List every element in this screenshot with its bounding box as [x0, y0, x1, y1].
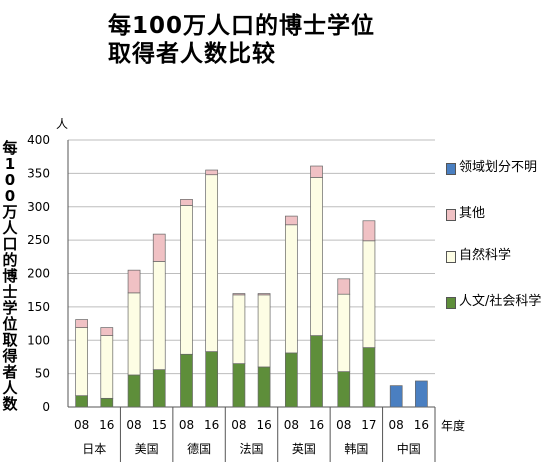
bar-segment: [337, 293, 351, 372]
y-tick-label: 200: [27, 267, 50, 281]
bar-segment: [337, 278, 351, 295]
y-tick-label: 50: [35, 367, 50, 381]
bar-segment: [75, 395, 88, 408]
x-tick-label: 15: [152, 418, 167, 432]
bar-segment: [232, 363, 246, 408]
bar-segment: [310, 177, 323, 336]
bar-segment: [152, 233, 166, 262]
bar-segment: [284, 352, 298, 408]
bar-segment: [180, 353, 193, 408]
x-tick-label: 08: [389, 418, 404, 432]
bar-segment: [257, 366, 271, 408]
bar-segment: [362, 240, 376, 348]
y-tick-label: 250: [27, 233, 50, 247]
bar-segment: [310, 335, 323, 408]
bar-segment: [362, 220, 376, 242]
bar-segment: [75, 319, 88, 328]
bar-segment: [310, 165, 323, 178]
bar-segment: [205, 351, 219, 408]
bar-segment: [284, 224, 298, 354]
legend-swatch-natural-science: [446, 251, 456, 263]
legend-label-unknown: 领域划分不明: [459, 160, 538, 175]
chart-title-line2: 取得者人数比较: [108, 41, 276, 67]
x-tick-label: 16: [99, 418, 114, 432]
y-tick-label: 150: [27, 300, 50, 314]
x-tick-label: 16: [414, 418, 429, 432]
legend-swatch-other: [446, 209, 456, 221]
bar-segment: [257, 293, 271, 296]
bar-segment: [100, 335, 114, 399]
x-tick-label: 08: [74, 418, 89, 432]
bar-segment: [257, 294, 271, 368]
y-tick-label: 350: [27, 166, 50, 180]
bar-segment: [284, 215, 298, 226]
x-tick-label: 08: [126, 418, 141, 432]
bar-segment: [180, 199, 193, 206]
x-tick-label: 08: [231, 418, 246, 432]
bar-segment: [180, 205, 193, 355]
bar-segment: [127, 269, 141, 294]
bar-segment: [389, 385, 403, 408]
bar-segment: [205, 169, 219, 176]
bar-segment: [205, 174, 219, 352]
x-group-label: 法国: [239, 442, 263, 456]
x-tick-label: 16: [309, 418, 324, 432]
bar-segment: [232, 294, 246, 364]
y-tick-label: 100: [27, 333, 50, 347]
x-tick-label: 16: [204, 418, 219, 432]
x-group-label: 日本: [82, 442, 106, 456]
x-group-label: 英国: [292, 442, 316, 456]
bar-segment: [152, 369, 166, 408]
y-tick-label: 400: [27, 133, 50, 147]
bar-segment: [337, 371, 351, 408]
x-tick-label: 17: [361, 418, 376, 432]
x-unit-label: 年度: [441, 418, 465, 433]
y-unit-label: 人: [56, 117, 68, 131]
x-tick-label: 08: [284, 418, 299, 432]
legend-swatch-unknown: [446, 163, 456, 175]
x-group-label: 德国: [187, 441, 211, 456]
y-tick-label: 300: [27, 200, 50, 214]
x-tick-label: 08: [179, 418, 194, 432]
bar-segment: [100, 397, 114, 408]
x-tick-label: 08: [336, 418, 351, 432]
bar-segment: [127, 374, 141, 408]
y-tick-label: 0: [42, 400, 50, 414]
bar-segment: [127, 292, 141, 376]
bar-segment: [415, 380, 428, 408]
x-group-label: 美国: [135, 442, 159, 456]
legend-label-humanities: 人文/社会科学: [459, 294, 542, 309]
legend-label-natural-science: 自然科学: [459, 248, 512, 263]
bar-segment: [75, 327, 88, 397]
y-axis-label: 每100万人口的博士学位取得者人数: [2, 139, 18, 413]
legend-swatch-humanities: [446, 297, 456, 309]
legend-label-other: 其他: [459, 206, 486, 221]
chart-title-line1: 每100万人口的博士学位: [108, 13, 376, 39]
bar-segment: [362, 347, 376, 408]
x-tick-label: 16: [256, 418, 271, 432]
x-group-label: 中国: [397, 441, 421, 456]
x-group-label: 韩国: [344, 441, 368, 456]
bar-segment: [152, 261, 166, 370]
bar-segment: [232, 293, 246, 296]
bar-segment: [100, 327, 114, 336]
